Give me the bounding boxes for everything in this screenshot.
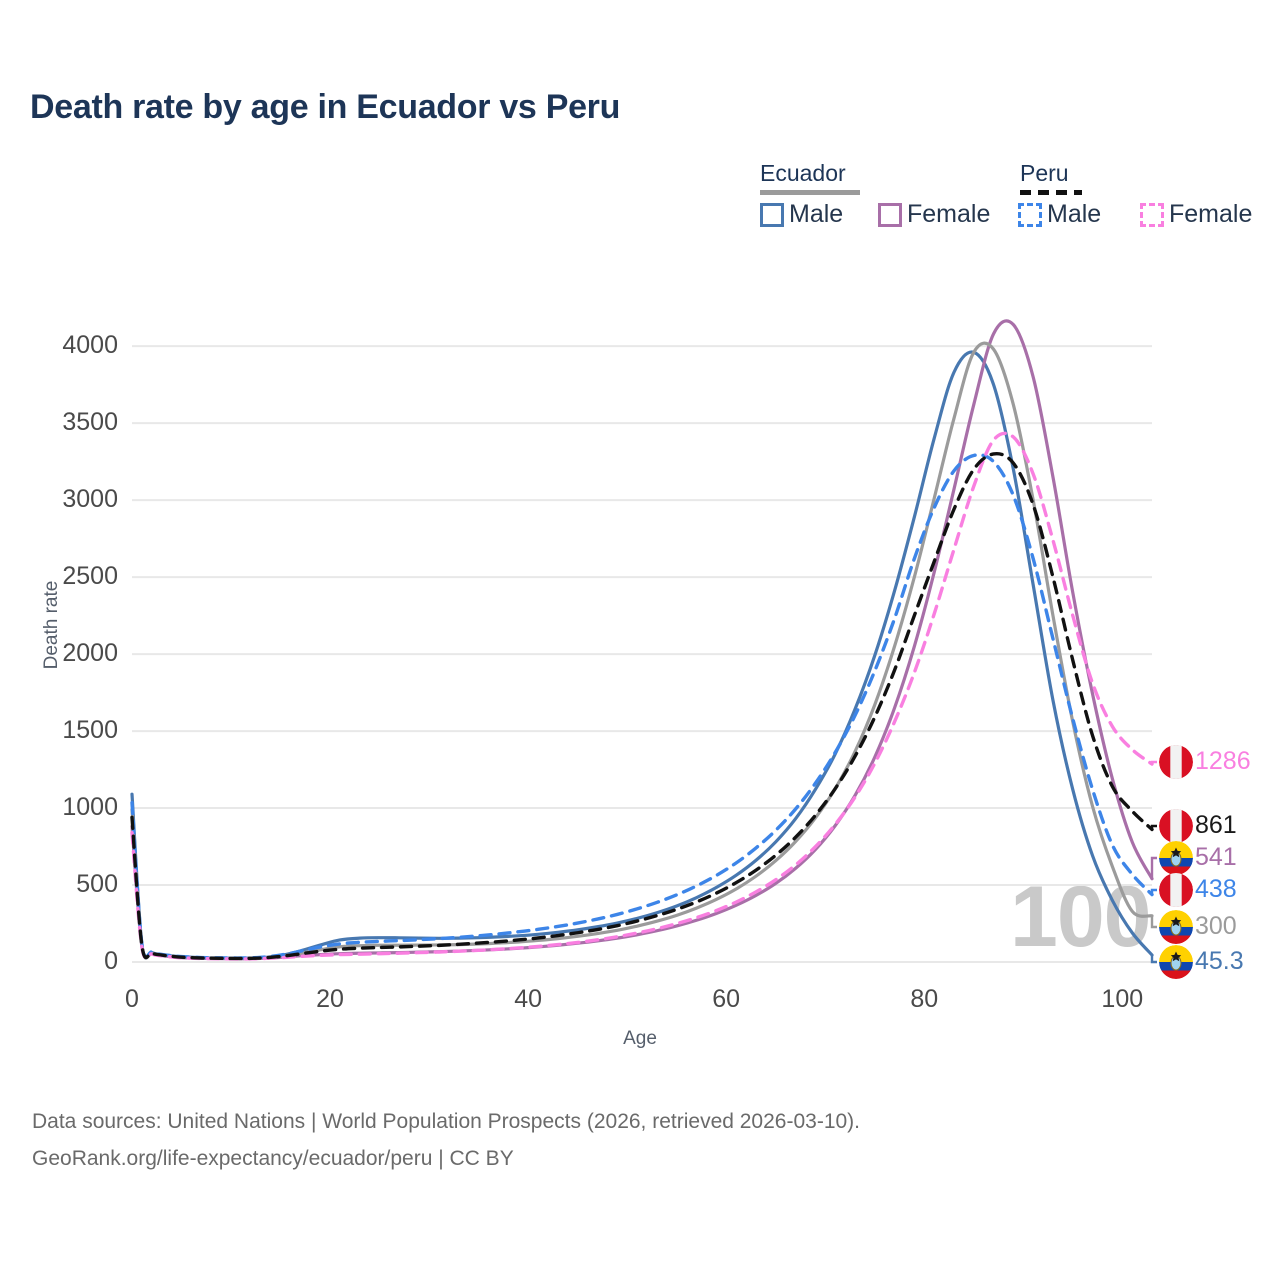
gridlines [132, 345, 1152, 963]
y-axis-tick: 1500 [62, 716, 118, 745]
end-value-label: 45.3 [1195, 947, 1244, 975]
page-title: Death rate by age in Ecuador vs Peru [30, 88, 621, 126]
footer-sources: Data sources: United Nations | World Pop… [32, 1104, 860, 1178]
x-axis-tick: 20 [316, 985, 344, 1013]
end-label-leaders [1150, 760, 1157, 964]
end-label-leader [1150, 888, 1157, 895]
legend-swatch-icon [760, 202, 784, 227]
legend-item-ecuador-female[interactable]: Female [878, 202, 990, 227]
end-value-label: 300 [1195, 912, 1237, 940]
end-label-leader [1150, 915, 1157, 929]
series-line [130, 431, 1154, 961]
y-axis-tick: 2000 [62, 639, 118, 668]
series-lines [130, 319, 1154, 961]
end-label-leader [1150, 856, 1157, 879]
x-axis-tick: 100 [1101, 985, 1144, 1013]
end-value-label: 541 [1195, 843, 1237, 871]
flag-icon-ecuador [1159, 945, 1193, 979]
y-axis-tick: 1000 [62, 793, 118, 822]
legend-item-label: Female [907, 200, 991, 228]
chart-legend: Ecuador Peru Male Female Male Female [760, 160, 1260, 240]
flag-icon-ecuador [1159, 910, 1193, 944]
end-label-leader [1150, 760, 1157, 764]
y-axis-tick: 3000 [62, 485, 118, 514]
series-line [130, 453, 1154, 960]
legend-item-peru-female[interactable]: Female [1140, 202, 1252, 227]
legend-item-label: Male [1047, 200, 1102, 228]
end-value-label: 1286 [1195, 747, 1251, 775]
x-axis-title: Age [623, 1028, 657, 1049]
y-axis-title: Death rate [41, 580, 62, 670]
legend-item-label: Male [789, 200, 844, 228]
end-value-label: 438 [1195, 875, 1237, 903]
y-axis-tick: 4000 [62, 331, 118, 360]
flag-icon-peru [1159, 809, 1193, 843]
x-axis-tick: 0 [125, 985, 139, 1013]
legend-item-label: Female [1169, 200, 1253, 228]
footer-line-1: Data sources: United Nations | World Pop… [32, 1110, 861, 1133]
end-label-leader [1150, 955, 1157, 964]
x-axis-tick: 40 [514, 985, 543, 1013]
flag-icon-peru [1159, 873, 1193, 907]
legend-group-peru-title: Peru [1020, 160, 1069, 186]
legend-item-peru-male[interactable]: Male [1018, 202, 1101, 227]
flag-icon-ecuador [1159, 841, 1193, 875]
x-axis-tick: 60 [712, 985, 741, 1013]
legend-swatch-icon [878, 202, 902, 227]
end-label-leader [1150, 824, 1157, 830]
legend-item-ecuador-male[interactable]: Male [760, 202, 843, 227]
end-value-label: 861 [1195, 811, 1237, 839]
legend-swatch-icon [1140, 202, 1164, 227]
y-axis-tick: 2500 [62, 562, 118, 591]
legend-group-peru-rule [1020, 190, 1082, 195]
series-line [130, 452, 1154, 961]
series-line [130, 319, 1154, 961]
legend-group-ecuador-title: Ecuador [760, 160, 846, 186]
footer-line-2: GeoRank.org/life-expectancy/ecuador/peru… [32, 1146, 514, 1170]
y-axis-tick: 500 [76, 870, 118, 899]
flag-icon-peru [1159, 745, 1193, 779]
x-axis-tick: 80 [910, 985, 939, 1013]
legend-group-ecuador-rule [760, 190, 860, 195]
legend-swatch-icon [1018, 202, 1042, 227]
y-axis-tick: 3500 [62, 408, 118, 437]
y-axis-tick: 0 [104, 947, 118, 975]
